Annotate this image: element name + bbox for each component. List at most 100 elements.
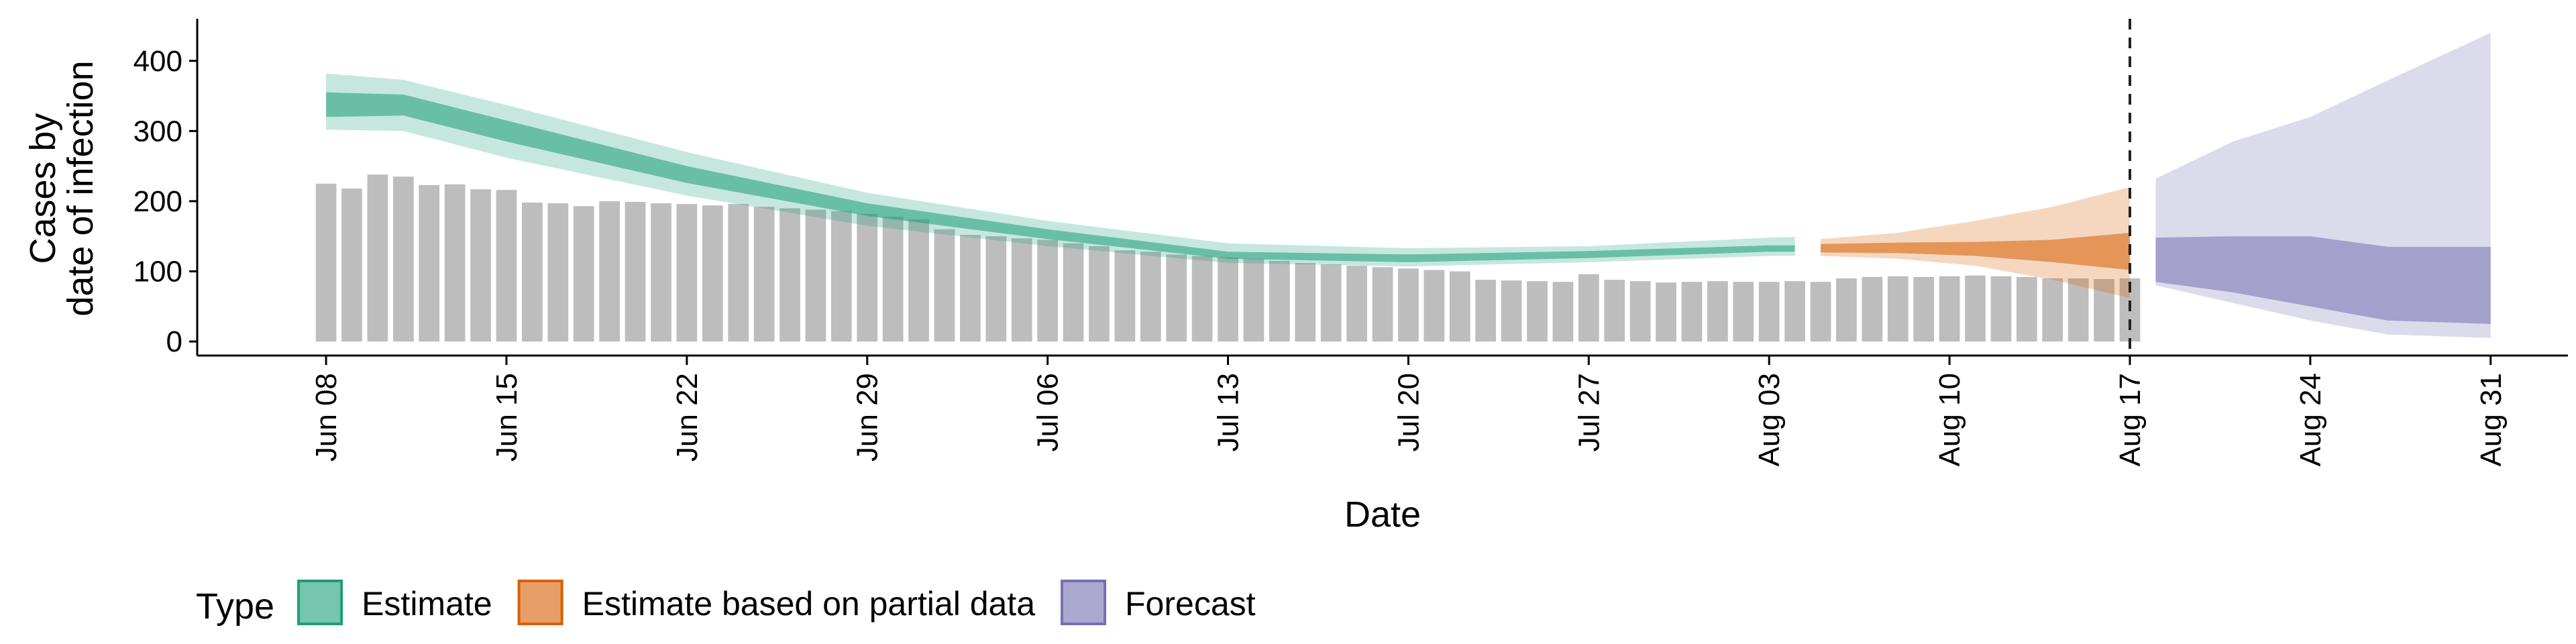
bar [830, 211, 852, 342]
bar [1681, 282, 1703, 342]
y-tick-label: 0 [166, 325, 182, 358]
bar [882, 216, 904, 342]
bar [1862, 276, 1883, 342]
bar [780, 208, 800, 342]
x-tick-label: Aug 17 [2114, 373, 2147, 466]
x-tick-label: Jul 20 [1392, 373, 1425, 451]
band-50-forecast [2155, 236, 2491, 324]
bar [1372, 267, 1393, 342]
bar [547, 203, 569, 342]
bar [1218, 257, 1238, 342]
bar [1939, 276, 1960, 342]
bar [2016, 276, 2037, 342]
bar [1656, 282, 1676, 342]
legend-entries: Estimate Estimate based on partial data Fo… [297, 580, 1256, 625]
x-ticks: Jun 08 Jun 15 Jun 22 Jun 29 Jul 06 Jul 13 Jul … [310, 356, 2508, 466]
x-axis-title: Date [1344, 494, 1421, 535]
bar [496, 190, 517, 342]
legend-swatch-forecast [1061, 580, 1107, 625]
bar [985, 236, 1007, 342]
bar [1243, 258, 1265, 342]
x-tick-label: Jun 15 [490, 373, 523, 462]
bar [1191, 256, 1213, 342]
bar [753, 207, 775, 342]
bar [522, 203, 543, 342]
bar [1733, 282, 1754, 342]
x-tick-label: Jun 08 [310, 373, 343, 462]
bar [960, 235, 981, 342]
bar [625, 201, 646, 342]
bar [1398, 268, 1419, 342]
bar [2068, 278, 2089, 342]
bar [1140, 252, 1161, 342]
bar [676, 204, 698, 342]
bar [934, 229, 955, 342]
bar [1604, 280, 1625, 342]
bar [1578, 274, 1599, 342]
bar [1063, 243, 1084, 342]
bar [573, 206, 594, 342]
bar [1166, 254, 1187, 342]
bar [419, 184, 440, 342]
bar [2042, 278, 2063, 342]
legend-swatch-estimate-based-on-partial-data [517, 580, 564, 625]
legend-title: Type [196, 586, 274, 627]
bar [1037, 239, 1058, 342]
y-tick-label: 400 [133, 45, 182, 78]
y-tick-label: 100 [133, 256, 182, 288]
bar [1114, 250, 1136, 342]
bar [392, 176, 414, 342]
x-tick-label: Aug 24 [2294, 373, 2327, 466]
bands-layer [326, 32, 2491, 338]
bar [702, 205, 723, 342]
x-tick-label: Jul 06 [1032, 373, 1065, 451]
bar [1346, 266, 1367, 342]
bar [1295, 262, 1316, 342]
bar [651, 203, 672, 342]
band-90-estimate [326, 73, 1795, 267]
bar [1707, 281, 1728, 342]
bar [1475, 280, 1497, 342]
bar [1810, 282, 1831, 342]
bar [1965, 275, 1986, 342]
y-axis-title-line: Cases by [23, 113, 63, 264]
bar [341, 189, 362, 342]
band-50-estimate-based-on-partial-data [1821, 233, 2130, 270]
y-tick-label: 300 [133, 115, 182, 148]
legend-label-estimate: Estimate [362, 585, 492, 623]
bar [1552, 282, 1574, 342]
y-ticks: 0 100 200 300 400 [133, 45, 197, 358]
legend: Type Estimate Estimate based on partial d… [196, 580, 1256, 627]
x-tick-label: Aug 10 [1933, 373, 1966, 466]
bar [1990, 276, 2012, 342]
bar [2094, 279, 2114, 342]
bar [1501, 280, 1522, 342]
bar [1011, 238, 1032, 342]
legend-label-forecast: Forecast [1125, 585, 1256, 623]
bar [599, 201, 620, 342]
axes-layer [196, 19, 2568, 357]
bar [1424, 270, 1445, 342]
bar [315, 183, 337, 342]
y-axis-title-line: date of infection [60, 60, 101, 316]
bar [728, 204, 749, 342]
bar [1887, 276, 1909, 342]
bar [1089, 246, 1110, 342]
y-axis-title: Cases bydate of infection [23, 60, 101, 316]
y-tick-label: 200 [133, 185, 182, 218]
bar [1320, 264, 1342, 342]
legend-label-estimate-based-on-partial-data: Estimate based on partial data [582, 585, 1036, 623]
x-tick-label: Jun 29 [851, 373, 884, 462]
bar [1784, 281, 1805, 342]
bar [805, 209, 826, 342]
bar [857, 213, 878, 342]
bar [1449, 271, 1470, 342]
x-tick-label: Aug 03 [1753, 373, 1786, 466]
bar [908, 219, 929, 342]
bar [1527, 281, 1548, 342]
bar [444, 184, 466, 342]
bar [470, 189, 491, 342]
bar [1836, 278, 1857, 342]
x-tick-label: Jul 27 [1572, 373, 1605, 451]
